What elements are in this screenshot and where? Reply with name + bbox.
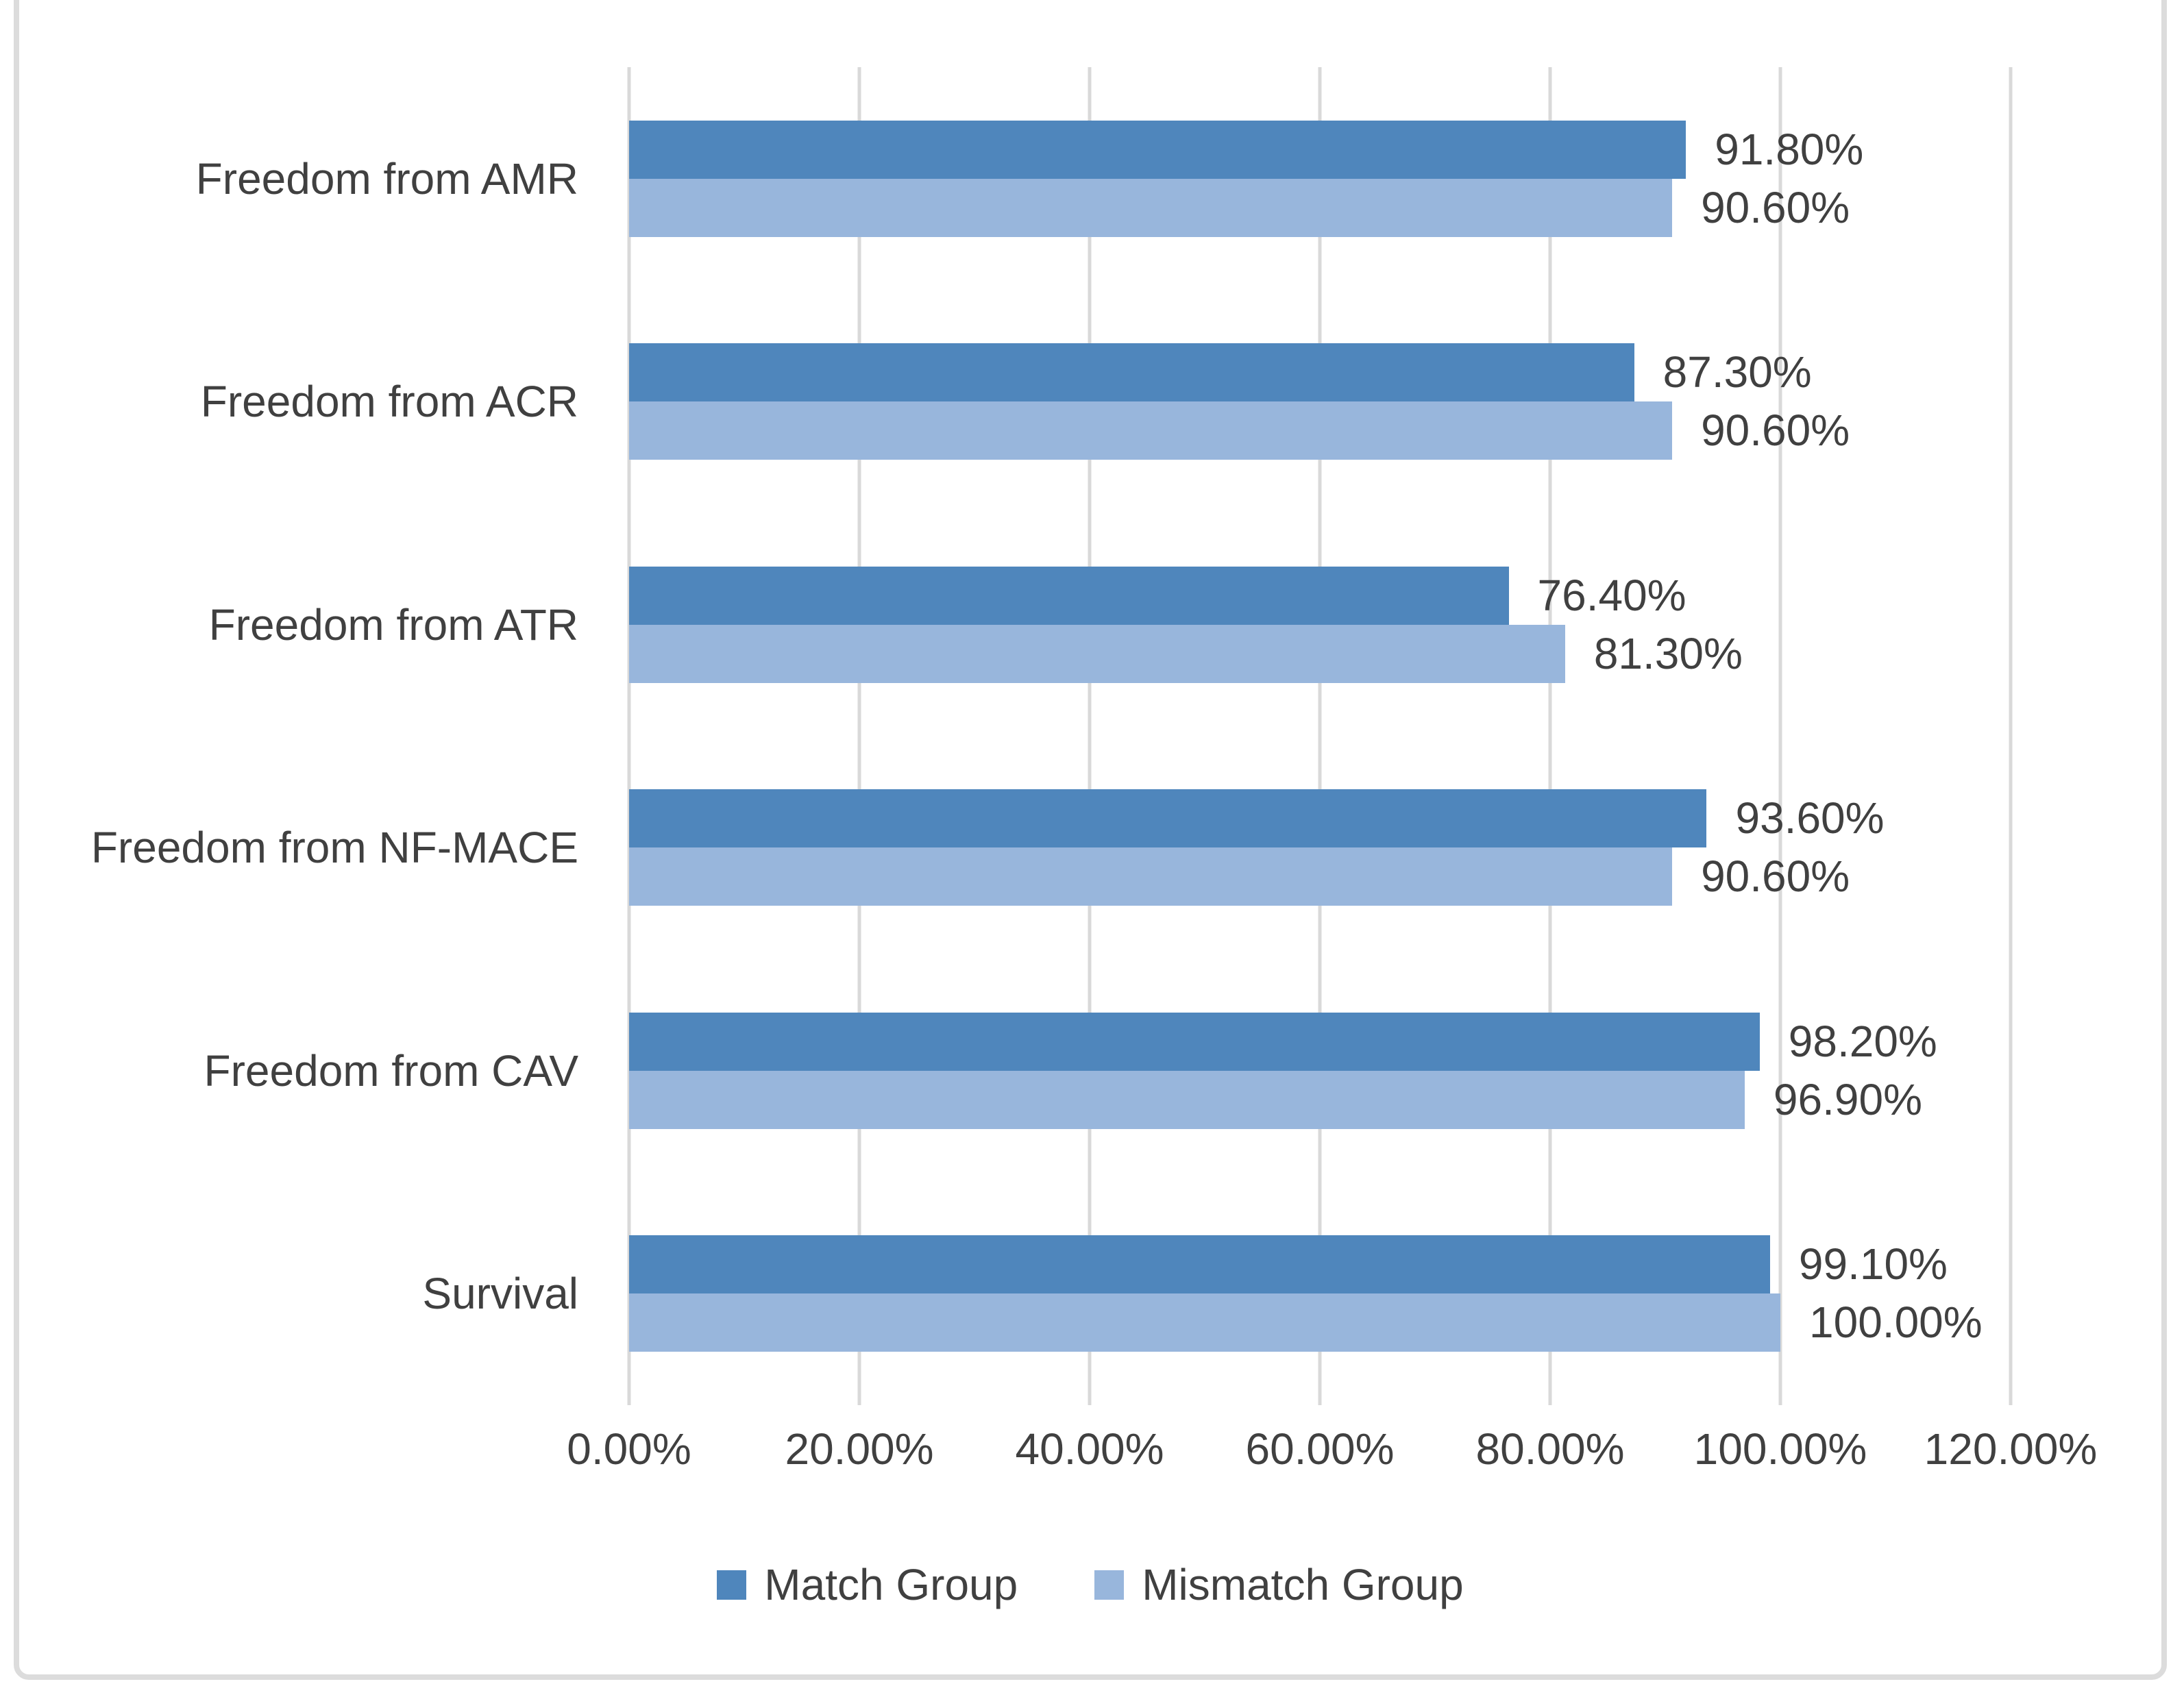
gridline [627, 67, 631, 1405]
value-label: 76.40% [1537, 570, 1686, 620]
value-label: 91.80% [1715, 124, 1864, 174]
x-tick-label: 120.00% [1924, 1424, 2098, 1474]
legend-swatch-icon [717, 1570, 747, 1600]
bar [629, 789, 1707, 848]
bar [629, 1293, 1780, 1352]
value-label: 87.30% [1662, 347, 1812, 397]
category-label: Survival [422, 1269, 578, 1319]
value-label: 96.90% [1773, 1074, 1922, 1124]
category-label: Freedom from ATR [208, 599, 578, 649]
bar [629, 1070, 1745, 1129]
plot-area: 91.80% 90.60% 87.30% 90.60% 76.40% 81.30% 93.6… [627, 67, 2013, 1405]
category-label: Freedom from AMR [195, 153, 578, 203]
bar [629, 178, 1673, 237]
bar [629, 566, 1509, 625]
x-tick-label: 20.00% [785, 1424, 934, 1474]
x-tick-label: 60.00% [1245, 1424, 1395, 1474]
category-label: Freedom from ACR [200, 377, 578, 427]
gridline [1318, 67, 1322, 1405]
category-axis: Freedom from AMR Freedom from ACR Freedom … [40, 67, 604, 1405]
legend: Match Group Mismatch Group [19, 1559, 2161, 1610]
bar [629, 401, 1673, 460]
x-tick-label: 100.00% [1693, 1424, 1867, 1474]
gridline [2009, 67, 2013, 1405]
x-tick-label: 40.00% [1015, 1424, 1164, 1474]
category-label: Freedom from NF-MACE [90, 823, 578, 873]
legend-item: Mismatch Group [1094, 1559, 1464, 1610]
value-label: 99.10% [1798, 1239, 1948, 1289]
value-label: 98.20% [1788, 1016, 1937, 1066]
bar [629, 1235, 1770, 1294]
legend-label: Match Group [764, 1560, 1018, 1609]
gridline [857, 67, 861, 1405]
bar [629, 343, 1634, 402]
gridline [1088, 67, 1092, 1405]
legend-label: Mismatch Group [1142, 1560, 1464, 1609]
chart-frame: 91.80% 90.60% 87.30% 90.60% 76.40% 81.30% 93.6… [14, 0, 2167, 1680]
value-label: 90.60% [1701, 182, 1850, 232]
value-label: 81.30% [1593, 628, 1743, 678]
gridline [1778, 67, 1782, 1405]
bar [629, 1012, 1760, 1071]
bar [629, 120, 1686, 179]
gridline [1548, 67, 1552, 1405]
legend-swatch-icon [1094, 1570, 1125, 1600]
x-tick-label: 80.00% [1475, 1424, 1625, 1474]
x-tick-label: 0.00% [567, 1424, 691, 1474]
legend-item: Match Group [717, 1559, 1018, 1610]
category-label: Freedom from CAV [204, 1045, 579, 1095]
bar [629, 624, 1565, 683]
bar [629, 847, 1673, 906]
value-label: 93.60% [1735, 793, 1885, 843]
value-label: 100.00% [1809, 1298, 1983, 1348]
value-label: 90.60% [1701, 406, 1850, 456]
x-axis: 0.00% 20.00% 40.00% 60.00% 80.00% 100.00% 120.… [567, 1424, 2097, 1478]
value-label: 90.60% [1701, 852, 1850, 902]
